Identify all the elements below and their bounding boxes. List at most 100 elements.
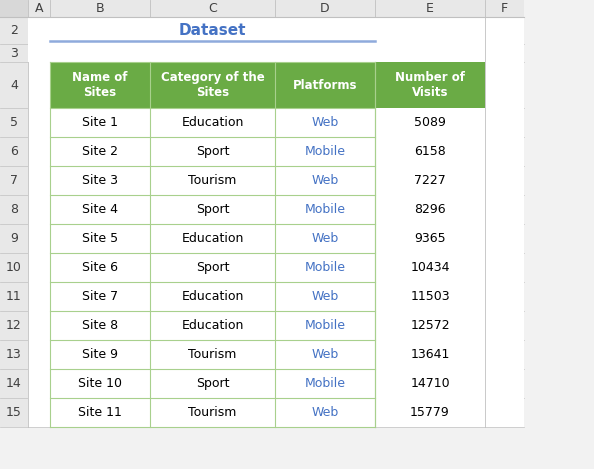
Bar xyxy=(150,195,275,224)
Bar xyxy=(50,195,150,224)
Text: 8: 8 xyxy=(10,203,18,216)
Bar xyxy=(0,282,28,311)
Text: Site 4: Site 4 xyxy=(82,203,118,216)
Text: Site 6: Site 6 xyxy=(82,261,118,274)
Bar xyxy=(485,340,524,369)
Text: Web: Web xyxy=(311,116,339,129)
Text: 15: 15 xyxy=(6,406,22,419)
Text: Tourism: Tourism xyxy=(188,174,236,187)
Text: Web: Web xyxy=(311,348,339,361)
Text: Site 2: Site 2 xyxy=(82,145,118,158)
Bar xyxy=(28,311,50,340)
Text: Site 3: Site 3 xyxy=(82,174,118,187)
Bar xyxy=(150,282,275,311)
Bar xyxy=(375,253,485,282)
Bar xyxy=(0,398,28,427)
Text: Sport: Sport xyxy=(196,261,229,274)
Text: E: E xyxy=(426,2,434,15)
Bar xyxy=(275,224,375,253)
Text: Mobile: Mobile xyxy=(305,377,346,390)
Text: 8296: 8296 xyxy=(414,203,446,216)
Bar xyxy=(485,17,524,44)
Bar xyxy=(275,108,375,137)
Text: 11503: 11503 xyxy=(410,290,450,303)
Text: 14: 14 xyxy=(6,377,22,390)
Bar xyxy=(275,166,375,195)
Text: 5: 5 xyxy=(10,116,18,129)
Bar xyxy=(485,44,524,62)
Bar xyxy=(50,62,150,108)
Text: Mobile: Mobile xyxy=(305,319,346,332)
Text: Dataset: Dataset xyxy=(179,23,247,38)
Text: 10: 10 xyxy=(6,261,22,274)
Bar xyxy=(375,398,485,427)
Bar xyxy=(485,311,524,340)
Bar xyxy=(28,44,50,62)
Bar xyxy=(375,62,485,108)
Bar xyxy=(485,108,524,137)
Text: Platforms: Platforms xyxy=(293,78,357,91)
Text: Education: Education xyxy=(181,319,244,332)
Bar xyxy=(485,282,524,311)
Text: Site 11: Site 11 xyxy=(78,406,122,419)
Bar xyxy=(485,137,524,166)
Bar xyxy=(0,166,28,195)
Bar xyxy=(275,62,375,108)
Text: Site 7: Site 7 xyxy=(82,290,118,303)
Bar xyxy=(0,369,28,398)
Bar xyxy=(275,282,375,311)
Bar xyxy=(50,253,150,282)
Text: 9365: 9365 xyxy=(414,232,446,245)
Text: Name of
Sites: Name of Sites xyxy=(72,71,128,99)
Text: 7: 7 xyxy=(10,174,18,187)
Text: 15779: 15779 xyxy=(410,406,450,419)
Bar xyxy=(50,282,150,311)
Bar xyxy=(485,195,524,224)
Text: Web: Web xyxy=(311,406,339,419)
Bar xyxy=(150,166,275,195)
Text: 9: 9 xyxy=(10,232,18,245)
Bar xyxy=(28,137,50,166)
Bar xyxy=(0,62,28,108)
Bar xyxy=(0,137,28,166)
Bar xyxy=(485,166,524,195)
Bar xyxy=(50,340,150,369)
Bar xyxy=(28,282,50,311)
Bar xyxy=(485,369,524,398)
Text: Mobile: Mobile xyxy=(305,145,346,158)
Bar xyxy=(0,108,28,137)
Bar xyxy=(150,108,275,137)
Text: Mobile: Mobile xyxy=(305,261,346,274)
Text: 12: 12 xyxy=(6,319,22,332)
Bar xyxy=(0,0,524,17)
Bar xyxy=(275,398,375,427)
Text: Site 5: Site 5 xyxy=(82,232,118,245)
Bar xyxy=(0,224,28,253)
Bar xyxy=(28,369,50,398)
Bar xyxy=(28,62,50,108)
Bar xyxy=(485,62,524,108)
Bar xyxy=(28,166,50,195)
Text: 12572: 12572 xyxy=(410,319,450,332)
Bar xyxy=(150,398,275,427)
Bar xyxy=(275,311,375,340)
Text: Number of
Visits: Number of Visits xyxy=(395,71,465,99)
Bar xyxy=(485,253,524,282)
Text: B: B xyxy=(96,2,105,15)
Text: Web: Web xyxy=(311,174,339,187)
Bar xyxy=(28,253,50,282)
Text: Education: Education xyxy=(181,116,244,129)
Text: 10434: 10434 xyxy=(410,261,450,274)
Bar xyxy=(28,224,50,253)
Bar xyxy=(150,137,275,166)
Text: Sport: Sport xyxy=(196,145,229,158)
Bar xyxy=(275,369,375,398)
Text: Education: Education xyxy=(181,232,244,245)
Bar xyxy=(28,108,50,137)
Bar xyxy=(150,311,275,340)
Text: Site 8: Site 8 xyxy=(82,319,118,332)
Text: Web: Web xyxy=(311,290,339,303)
Bar xyxy=(0,17,28,44)
Bar xyxy=(50,137,150,166)
Bar xyxy=(50,369,150,398)
